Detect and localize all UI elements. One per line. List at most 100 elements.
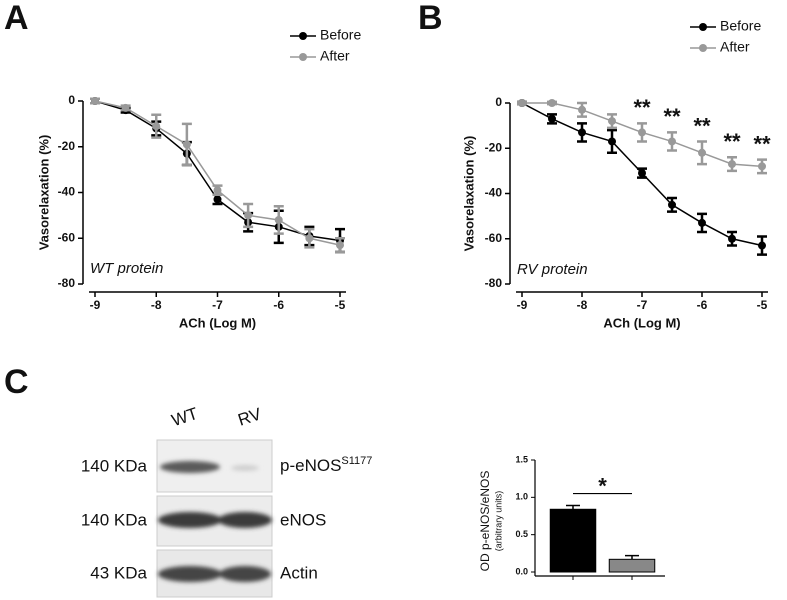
y-tick-label: -60 — [58, 230, 76, 244]
x-tick-label: -6 — [697, 298, 708, 312]
panel-label: B — [418, 0, 443, 37]
data-point — [121, 103, 130, 112]
y-tick-label: -80 — [485, 276, 503, 290]
x-axis-label: ACh (Log M) — [603, 315, 680, 330]
y-axis-label: OD p-eNOS/eNOS — [478, 471, 492, 572]
data-point — [336, 241, 344, 250]
data-point — [213, 195, 222, 204]
data-point — [244, 211, 253, 220]
x-tick-label: -7 — [637, 298, 648, 312]
size-label: 140 KDa — [81, 510, 148, 529]
size-label: 43 KDa — [90, 563, 147, 582]
legend-label: Before — [320, 27, 361, 43]
line-chart: B 0 -20 -40 -60 -80 -9 -8 -7 -6 -5 ACh (Log M) Vasor… — [418, 0, 771, 330]
panel-label: C — [4, 363, 29, 401]
bar-chart: 0.0 0.5 1.0 1.5 OD p-eNOS/eNOS (arbitrary uni… — [478, 454, 665, 580]
x-tick-label: -7 — [212, 298, 223, 312]
error-bar — [625, 554, 639, 560]
data-point — [638, 128, 646, 137]
data-point — [698, 148, 706, 157]
data-point — [728, 160, 736, 169]
data-point — [758, 162, 766, 171]
y-tick-label: 1.5 — [515, 454, 528, 464]
y-tick-label: 0 — [68, 93, 75, 107]
data-point — [91, 97, 99, 105]
y-tick-label: 1.0 — [515, 492, 528, 502]
significance: ** — [753, 131, 771, 156]
data-point — [758, 241, 766, 250]
data-point — [548, 114, 556, 123]
y-tick-label: -80 — [58, 276, 76, 290]
protein-label: eNOS — [280, 510, 326, 529]
legend-label: Before — [720, 18, 761, 34]
legend-marker — [299, 32, 307, 40]
lane-label: WT — [169, 404, 200, 430]
x-tick-label: -8 — [151, 298, 162, 312]
data-point — [608, 117, 616, 126]
x-tick-label: -5 — [335, 298, 346, 312]
y-axis-label: Vasorelaxation (%) — [36, 135, 51, 251]
legend-label: After — [720, 39, 750, 55]
x-tick-label: -5 — [757, 298, 768, 312]
bar — [549, 508, 597, 573]
y-axis-sublabel: (arbitrary units) — [493, 491, 503, 552]
protein-name: p-eNOS — [280, 456, 341, 475]
western-blot: C WT RV 140 KDa 140 KDa 43 KDa p-eNOSS11… — [4, 363, 372, 598]
x-tick-label: -9 — [517, 298, 528, 312]
data-point — [578, 105, 586, 114]
legend-label: After — [320, 48, 350, 64]
y-tick-label: 0.0 — [515, 566, 528, 576]
annotation: WT protein — [90, 260, 163, 277]
band — [158, 566, 222, 582]
y-tick-label: 0 — [495, 95, 502, 109]
y-tick-label: -60 — [485, 231, 503, 245]
data-point — [213, 186, 222, 195]
legend-marker — [699, 23, 707, 31]
y-tick-label: -40 — [58, 185, 76, 199]
annotation: RV protein — [517, 261, 588, 278]
band — [218, 512, 272, 528]
data-point — [668, 200, 676, 209]
panel-label: A — [4, 0, 29, 37]
significance: ** — [723, 129, 741, 154]
y-tick-label: -40 — [485, 186, 503, 200]
data-point — [152, 122, 161, 131]
data-point — [728, 234, 736, 243]
x-tick-label: -8 — [577, 298, 588, 312]
data-point — [182, 140, 191, 149]
data-point — [578, 128, 586, 137]
error-bar — [566, 504, 580, 510]
data-point — [698, 218, 706, 227]
band — [158, 512, 222, 528]
legend-marker — [299, 53, 307, 61]
data-point — [638, 169, 646, 178]
significance: ** — [663, 104, 681, 129]
x-axis-label: ACh (Log M) — [179, 315, 256, 330]
y-tick-label: 0.5 — [515, 529, 528, 539]
protein-label: p-eNOSS1177 — [280, 455, 372, 476]
significance: ** — [693, 113, 711, 138]
data-point — [518, 99, 526, 107]
y-axis-label: Vasorelaxation (%) — [461, 136, 476, 252]
protein-label: Actin — [280, 563, 318, 582]
data-point — [548, 99, 556, 107]
line-chart: A 0 -20 -40 -60 -80 -9 -8 -7 -6 -5 ACh (Log M) Vasor… — [4, 0, 361, 330]
bar — [608, 558, 656, 573]
data-point — [305, 234, 314, 243]
significance: * — [598, 473, 607, 498]
superscript: S1177 — [341, 455, 372, 467]
y-tick-label: -20 — [485, 140, 503, 154]
y-tick-label: -20 — [58, 139, 76, 153]
band — [231, 465, 259, 471]
legend-marker — [699, 44, 707, 52]
significance: ** — [633, 95, 651, 120]
series-line — [94, 100, 341, 242]
x-tick-label: -6 — [273, 298, 284, 312]
x-tick-label: -9 — [90, 298, 101, 312]
data-point — [274, 215, 283, 224]
series-line — [94, 100, 341, 246]
band — [160, 461, 220, 473]
data-point — [668, 137, 676, 146]
data-point — [608, 137, 616, 146]
